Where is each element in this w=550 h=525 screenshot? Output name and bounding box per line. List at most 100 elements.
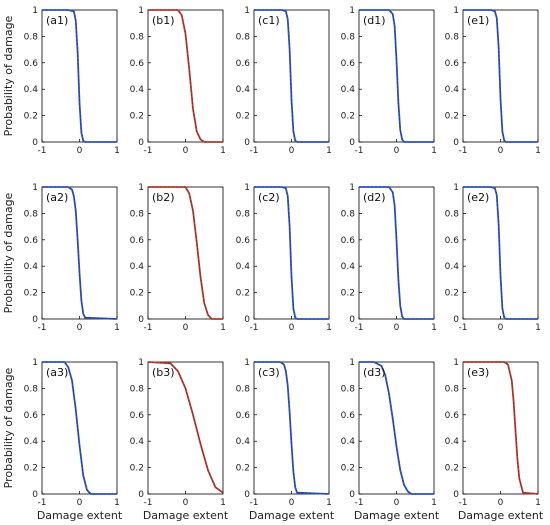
subplot-d3: 00.20.40.60.81-1 0 1(d3): [341, 358, 437, 508]
y-tick-label: 0.8: [24, 384, 39, 394]
x-tick-label: 0: [183, 146, 189, 156]
y-tick-label: 0.4: [341, 85, 356, 95]
panel-label: (b1): [152, 14, 175, 27]
y-tick-label: 1: [32, 183, 38, 193]
x-tick-label: -1: [459, 323, 468, 333]
y-tick-label: 0.8: [236, 32, 251, 42]
y-tick-label: 0.6: [130, 59, 145, 69]
x-tick-label: -1: [355, 498, 364, 508]
y-tick-label: 0.2: [236, 289, 250, 299]
damage-curve-dashed: [42, 186, 118, 320]
damage-curve: [254, 9, 329, 143]
y-tick-label: 0: [32, 315, 38, 325]
x-tick-label: 1: [220, 146, 226, 156]
x-tick-label: 0: [77, 146, 83, 156]
panel-label: (d2): [363, 191, 386, 204]
y-tick-label: 1: [32, 6, 38, 16]
x-tick-label: -1: [459, 146, 468, 156]
y-tick-label: 0.2: [130, 112, 144, 122]
x-tick-label: -1: [459, 498, 468, 508]
x-tick-label: 1: [326, 498, 332, 508]
damage-curve-dashed: [42, 9, 117, 143]
y-tick-label: 0.4: [24, 437, 39, 447]
panel-label: (e3): [467, 366, 489, 379]
y-tick-label: 0: [244, 490, 250, 500]
x-tick-label: 1: [431, 498, 437, 508]
panel-label: (a2): [46, 191, 68, 204]
subplot-b3: 00.20.40.60.81-1 0 1(b3): [130, 358, 226, 508]
x-tick-label: 1: [114, 146, 120, 156]
y-tick-label: 0.8: [130, 384, 145, 394]
y-tick-label: 1: [453, 183, 459, 193]
subplot-e1: 00.20.40.60.81-1 0 1(e1): [445, 6, 541, 156]
panel-label: (c3): [258, 366, 280, 379]
panel-label: (c2): [258, 191, 280, 204]
y-tick-label: 0.8: [445, 209, 460, 219]
x-axis-label: Damage extent: [354, 509, 440, 522]
y-tick-label: 0.2: [236, 112, 250, 122]
damage-curve: [254, 186, 329, 320]
x-axis-label: Damage extent: [249, 509, 335, 522]
x-tick-label: 0: [77, 498, 83, 508]
y-tick-label: 0: [349, 138, 355, 148]
subplot-b2: 00.20.40.60.81-1 0 1(b2): [130, 183, 226, 333]
y-tick-label: 0.2: [236, 464, 250, 474]
y-tick-label: 1: [138, 6, 144, 16]
x-tick-label: 0: [77, 323, 83, 333]
damage-curve-dashed: [359, 9, 434, 143]
y-tick-label: 0.6: [341, 59, 356, 69]
panel-label: (b2): [152, 191, 175, 204]
y-tick-label: 0: [138, 315, 144, 325]
y-tick-label: 0.6: [445, 59, 460, 69]
x-tick-label: 1: [535, 146, 541, 156]
x-tick-label: 0: [498, 323, 504, 333]
damage-curve-dashed: [254, 361, 330, 495]
x-tick-label: 1: [220, 498, 226, 508]
panel-label: (e1): [467, 14, 489, 27]
y-tick-label: 0.6: [24, 411, 39, 421]
y-tick-label: 0.4: [445, 437, 460, 447]
y-tick-label: 0.4: [24, 85, 39, 95]
y-tick-label: 0.4: [445, 85, 460, 95]
y-tick-label: 0: [453, 315, 459, 325]
damage-curve-dashed: [42, 361, 117, 495]
y-tick-label: 1: [138, 183, 144, 193]
y-tick-label: 0.4: [445, 262, 460, 272]
x-tick-label: 0: [289, 498, 295, 508]
plot-frame: [41, 186, 118, 320]
panel-label: (c1): [258, 14, 280, 27]
subplot-a2: 00.20.40.60.81-1 0 1(a2): [24, 183, 120, 333]
x-tick-label: 1: [114, 498, 120, 508]
x-tick-label: -1: [38, 498, 47, 508]
y-tick-label: 0.6: [24, 59, 39, 69]
y-tick-label: 0.6: [130, 411, 145, 421]
x-axis-label: Damage extent: [37, 509, 123, 522]
y-tick-label: 0.2: [341, 464, 355, 474]
subplot-d2: 00.20.40.60.81-1 0 1(d2): [341, 183, 437, 333]
x-tick-label: 1: [535, 323, 541, 333]
y-tick-label: 0: [244, 315, 250, 325]
y-tick-label: 0.6: [341, 411, 356, 421]
y-tick-label: 1: [138, 358, 144, 368]
y-tick-label: 0: [138, 490, 144, 500]
y-tick-label: 0.8: [236, 384, 251, 394]
y-tick-label: 0.8: [24, 209, 39, 219]
y-tick-label: 1: [32, 358, 38, 368]
y-tick-label: 0.8: [130, 32, 145, 42]
x-tick-label: 0: [498, 498, 504, 508]
x-tick-label: 0: [394, 146, 400, 156]
panel-label: (d3): [363, 366, 386, 379]
damage-curve-dashed: [463, 9, 538, 143]
x-axis-label: Damage extent: [458, 509, 544, 522]
subplot-c2: 00.20.40.60.81-1 0 1(c2): [236, 183, 332, 333]
y-tick-label: 0.2: [445, 112, 459, 122]
x-tick-label: -1: [38, 323, 47, 333]
y-tick-label: 0.8: [341, 209, 356, 219]
x-tick-label: 0: [498, 146, 504, 156]
plot-frame: [462, 361, 539, 495]
y-tick-label: 0.4: [130, 85, 145, 95]
y-tick-label: 0.4: [130, 437, 145, 447]
y-tick-label: 0: [244, 138, 250, 148]
y-tick-label: 0: [453, 490, 459, 500]
